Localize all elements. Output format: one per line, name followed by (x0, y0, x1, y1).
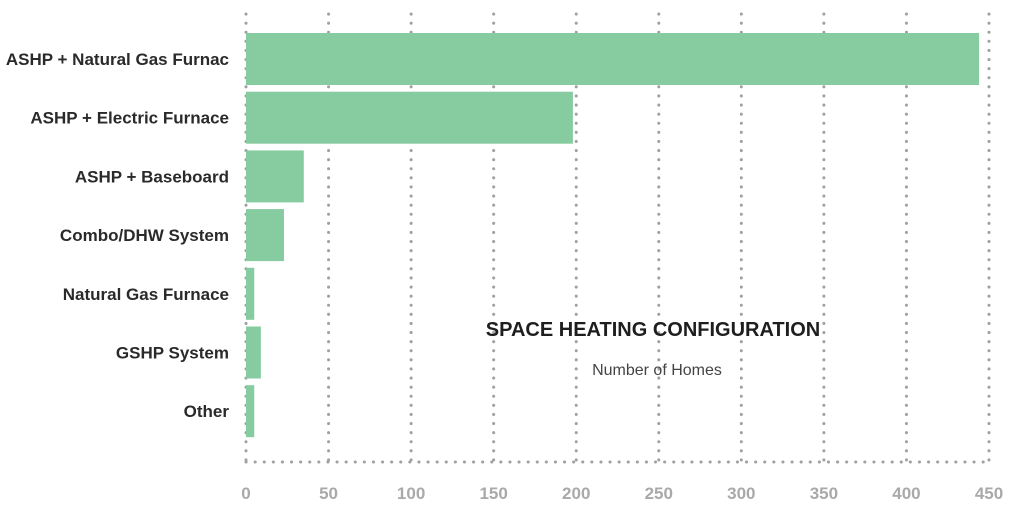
bar-0 (246, 33, 980, 85)
category-label-0: ASHP + Natural Gas Furnac (6, 50, 229, 69)
category-label-1: ASHP + Electric Furnace (30, 109, 229, 128)
bar-1 (246, 91, 573, 144)
x-tick-label-50: 50 (319, 484, 338, 503)
bar-4 (246, 267, 255, 320)
category-label-4: Natural Gas Furnace (63, 285, 229, 304)
x-tick-label-450: 450 (975, 484, 1003, 503)
x-tick-label-150: 150 (479, 484, 507, 503)
tick-labels: 0 50 100 150 200 250 300 350 400 450 (241, 484, 1003, 503)
x-tick-label-0: 0 (241, 484, 250, 503)
category-label-5: GSHP System (116, 344, 229, 363)
bar-3 (246, 209, 284, 262)
x-tick-label-200: 200 (562, 484, 590, 503)
bar-6 (246, 385, 255, 438)
bar-2 (246, 150, 304, 203)
category-label-3: Combo/DHW System (60, 226, 229, 245)
chart-subtitle: Number of Homes (592, 362, 722, 379)
category-label-6: Other (184, 402, 230, 421)
bar-layer (246, 33, 980, 438)
x-tick-label-250: 250 (645, 484, 673, 503)
category-label-2: ASHP + Baseboard (75, 167, 229, 186)
x-tick-label-350: 350 (810, 484, 838, 503)
x-tick-label-100: 100 (397, 484, 425, 503)
bar-5 (246, 326, 261, 379)
x-tick-label-300: 300 (727, 484, 755, 503)
x-tick-label-400: 400 (892, 484, 920, 503)
chart-title: SPACE HEATING CONFIGURATION (486, 319, 820, 341)
category-labels: ASHP + Natural Gas Furnac ASHP + Electric… (6, 50, 230, 421)
